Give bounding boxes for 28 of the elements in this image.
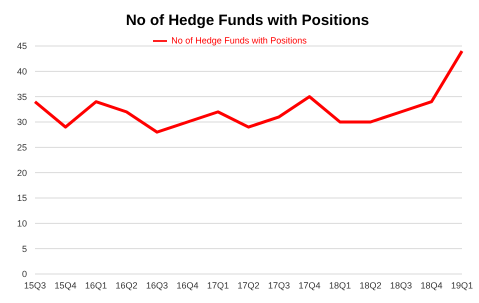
y-tick-label: 45: [16, 41, 27, 52]
y-tick-label: 40: [16, 66, 27, 77]
x-tick-label: 16Q2: [115, 280, 138, 290]
x-tick-label: 18Q4: [420, 280, 443, 290]
y-tick-label: 0: [22, 269, 27, 280]
x-tick-label: 16Q3: [146, 280, 168, 290]
x-tick-label: 18Q1: [328, 280, 352, 290]
x-tick-label: 16Q1: [84, 280, 108, 290]
y-tick-label: 30: [16, 117, 27, 128]
y-tick-label: 5: [22, 244, 27, 254]
x-tick-label: 18Q2: [359, 280, 382, 290]
x-tick-label: 16Q4: [176, 280, 199, 290]
y-tick-label: 25: [16, 142, 27, 153]
chart-title: No of Hedge Funds with Positions: [124, 12, 370, 29]
line-series: [34, 50, 464, 134]
x-tick-label: 17Q1: [206, 280, 230, 290]
x-tick-label: 18Q3: [390, 280, 412, 290]
x-tick-label: 17Q2: [237, 280, 260, 290]
x-tick-label: 15Q3: [24, 280, 46, 290]
y-tick-label: 35: [16, 92, 27, 102]
x-tick-label: 15Q4: [54, 280, 77, 290]
y-tick-label: 10: [16, 218, 27, 229]
x-tick-label: 17Q4: [298, 280, 321, 290]
y-tick-label: 20: [16, 168, 27, 178]
y-tick-label: 15: [16, 193, 27, 204]
x-tick-label: 19Q1: [450, 280, 474, 290]
x-tick-label: 17Q3: [268, 280, 290, 290]
legend-label: No of Hedge Funds with Positions: [171, 35, 307, 46]
